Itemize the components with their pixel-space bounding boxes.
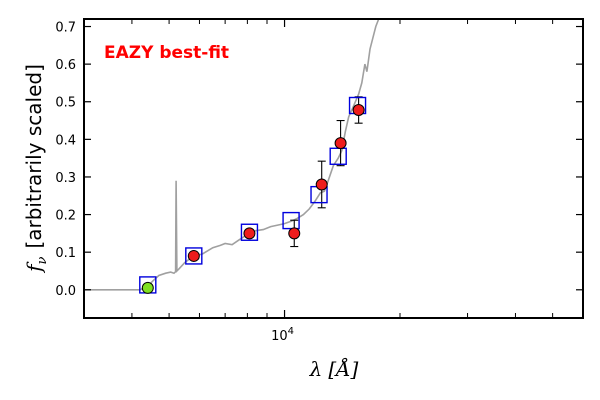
y-tick-label: 0.3	[55, 171, 76, 186]
x-axis-unit: [Å]	[328, 356, 358, 381]
x-tick-label: 104	[271, 326, 294, 344]
model-photometry-marker	[329, 147, 347, 165]
y-tick-label: 0.6	[55, 58, 76, 73]
error-bar-layer	[290, 96, 363, 248]
observed-point	[141, 281, 154, 294]
observed-point	[288, 227, 301, 240]
y-tick-label: 0.7	[55, 21, 76, 36]
model-photometry-marker	[185, 247, 203, 265]
observed-point	[187, 249, 200, 262]
observed-photometry-layer	[141, 104, 365, 294]
y-axis-subscript: ν	[35, 256, 50, 264]
observed-point	[315, 178, 328, 191]
sed-curve	[84, 19, 380, 291]
observed-point	[334, 137, 347, 150]
x-axis-symbol: λ	[309, 357, 323, 381]
sed-curve-layer	[84, 19, 380, 291]
y-tick-label: 0.1	[55, 246, 76, 261]
model-photometry-marker	[240, 223, 259, 241]
x-axis-title: λ [Å]	[309, 356, 359, 381]
observed-point	[352, 104, 365, 117]
y-tick-label: 0.5	[55, 96, 76, 111]
y-axis-text: [arbitrarily scaled]	[22, 64, 46, 248]
y-axis-title: fν[arbitrarily scaled]	[22, 64, 50, 274]
y-tick-label: 0.0	[55, 284, 76, 299]
observed-point	[243, 227, 256, 240]
y-tick-label: 0.4	[55, 133, 76, 148]
y-tick-label: 0.2	[55, 209, 76, 224]
model-photometry-layer	[139, 96, 367, 294]
annotation-label: EAZY best-fit	[104, 43, 229, 63]
plot-frame	[83, 18, 584, 319]
